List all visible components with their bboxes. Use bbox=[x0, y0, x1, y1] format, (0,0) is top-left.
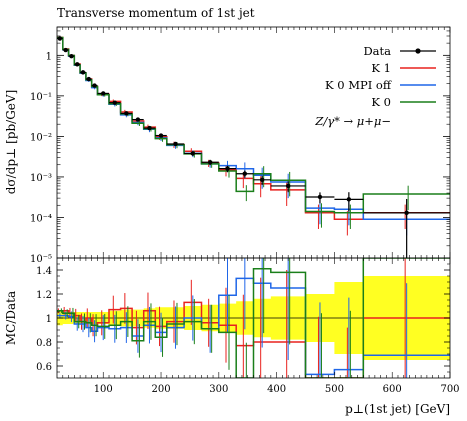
data-point bbox=[242, 171, 248, 176]
legend-label-k0-mpi-off: K 0 MPI off bbox=[325, 78, 392, 92]
data-point bbox=[101, 91, 106, 96]
data-point bbox=[259, 177, 265, 182]
ratio-ytick-label: 0.8 bbox=[36, 338, 52, 349]
main-ytick-label: 1 bbox=[46, 51, 52, 62]
data-point bbox=[190, 151, 196, 156]
y-axis-label: dσ/dp⊥ [pb/GeV] bbox=[4, 90, 18, 195]
main-panel: 10⁻⁵ 10⁻⁴ 10⁻³ 10⁻² 10⁻¹ 1 dσ/dp⊥ [pb/GeV] bbox=[4, 26, 451, 265]
data-point bbox=[317, 194, 323, 200]
main-ytick-label: 10⁻³ bbox=[30, 173, 52, 184]
chart-title: Transverse momentum of 1st jet bbox=[57, 6, 255, 20]
data-point bbox=[69, 54, 74, 59]
x-tick-label: 300 bbox=[209, 384, 228, 395]
data-point bbox=[158, 133, 164, 138]
legend-marker-data bbox=[415, 48, 421, 54]
ratio-axis-label: MC/Data bbox=[4, 291, 18, 345]
data-point bbox=[75, 62, 80, 67]
main-ytick-label: 10⁻² bbox=[30, 132, 52, 143]
legend-label-k1: K 1 bbox=[371, 61, 391, 75]
legend-label-data: Data bbox=[363, 44, 391, 58]
data-point bbox=[207, 160, 213, 165]
data-point bbox=[346, 197, 352, 202]
data-point bbox=[285, 183, 291, 189]
data-point bbox=[112, 100, 117, 105]
ratio-line-k-0 bbox=[57, 258, 450, 378]
main-ytick-label: 10⁻⁵ bbox=[30, 254, 52, 265]
data-point bbox=[147, 125, 152, 131]
data-point bbox=[80, 70, 86, 75]
main-frame bbox=[56, 26, 451, 259]
data-point bbox=[63, 47, 68, 53]
main-line-k-0 bbox=[57, 36, 450, 214]
data-point bbox=[57, 36, 63, 41]
ratio-ytick-label: 1.2 bbox=[36, 290, 52, 301]
data-point bbox=[124, 111, 129, 116]
x-tick-label: 700 bbox=[440, 384, 459, 395]
x-axis-label: p⊥(1st jet) [GeV] bbox=[345, 402, 450, 416]
x-tick-label: 200 bbox=[151, 384, 170, 395]
ratio-ytick-label: 1 bbox=[46, 314, 52, 325]
legend: Data K 1 K 0 MPI off K 0 Z/γ* → μ+μ− bbox=[314, 44, 436, 128]
legend-label-k0: K 0 bbox=[371, 95, 391, 109]
legend-process: Z/γ* → μ+μ− bbox=[314, 114, 391, 128]
data-point bbox=[404, 210, 409, 216]
main-ytick-label: 10⁻¹ bbox=[30, 92, 52, 103]
x-tick-label: 100 bbox=[94, 384, 113, 395]
data-point bbox=[92, 83, 97, 88]
data-point bbox=[173, 141, 178, 147]
ratio-panel: 0.6 0.8 1 1.2 1.4 100 200 300 400 500 600 700 MC/D… bbox=[4, 257, 460, 416]
data-point bbox=[86, 76, 91, 82]
ratio-ytick-label: 1.4 bbox=[36, 266, 52, 277]
data-point bbox=[135, 117, 141, 122]
data-point bbox=[225, 166, 230, 171]
x-tick-label: 600 bbox=[383, 384, 402, 395]
main-ytick-label: 10⁻⁴ bbox=[30, 213, 52, 224]
x-tick-label: 500 bbox=[325, 384, 344, 395]
ratio-ytick-label: 0.6 bbox=[36, 362, 52, 373]
x-tick-label: 400 bbox=[267, 384, 286, 395]
